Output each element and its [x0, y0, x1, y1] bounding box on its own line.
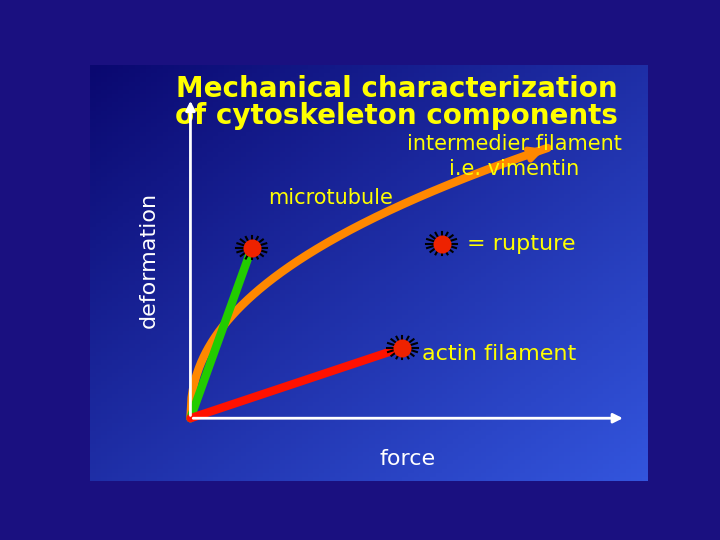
- Text: Mechanical characterization: Mechanical characterization: [176, 75, 618, 103]
- Text: actin filament: actin filament: [422, 344, 576, 364]
- Text: microtubule: microtubule: [269, 188, 393, 208]
- Text: deformation: deformation: [138, 192, 158, 328]
- Text: of cytoskeleton components: of cytoskeleton components: [176, 102, 618, 130]
- Text: = rupture: = rupture: [467, 234, 575, 254]
- Text: i.e. vimentin: i.e. vimentin: [449, 159, 579, 179]
- Text: intermedier filament: intermedier filament: [407, 134, 621, 154]
- Text: force: force: [380, 449, 436, 469]
